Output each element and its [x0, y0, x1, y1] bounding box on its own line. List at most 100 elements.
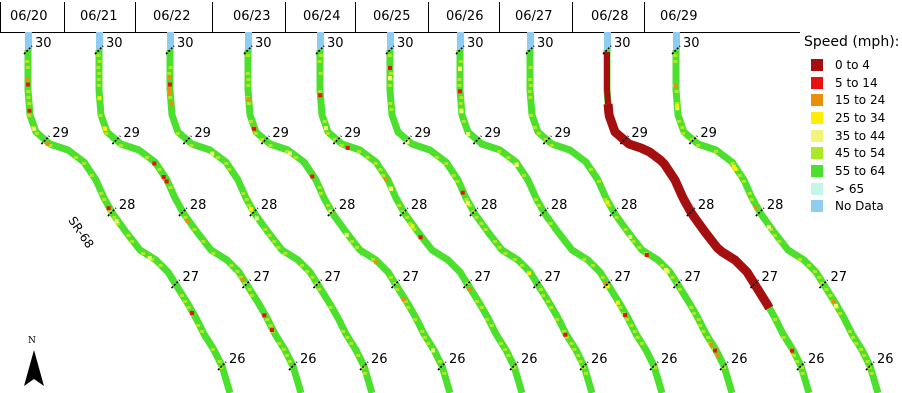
speed-sample: [318, 72, 323, 75]
legend-item: 55 to 64: [800, 162, 900, 180]
speed-sample: [30, 120, 35, 123]
milepost-label: 27: [684, 270, 702, 285]
milepost-label: 26: [300, 352, 317, 367]
speed-sample: [245, 90, 250, 93]
speed-sample: [130, 240, 135, 243]
speed-sample: [260, 138, 265, 141]
legend-item: 15 to 24: [800, 91, 900, 109]
speed-sample: [247, 288, 252, 291]
legend-label: No Data: [835, 199, 884, 214]
speed-sample: [318, 84, 323, 87]
speed-sample: [208, 150, 213, 153]
legend-label: 45 to 54: [835, 146, 886, 161]
milepost-label: 27: [402, 270, 420, 285]
speed-sample: [536, 204, 541, 207]
speed-sample: [479, 144, 484, 147]
road-segments: [24, 32, 882, 393]
legend-swatch: [811, 76, 823, 89]
speed-sample: [249, 210, 254, 213]
speed-sample: [506, 354, 511, 357]
legend-item: 35 to 44: [800, 127, 900, 145]
date-label: 06/22: [153, 9, 191, 24]
speed-sample: [73, 156, 78, 159]
speed-sample: [253, 132, 258, 135]
legend-item: 5 to 14: [800, 74, 900, 92]
milepost-label: 28: [550, 198, 568, 213]
speed-sample: [588, 168, 593, 171]
speed-sample: [715, 353, 720, 358]
speed-sample: [721, 156, 726, 159]
speed-sample: [106, 206, 111, 211]
speed-sample: [533, 282, 538, 285]
speed-sample: [210, 348, 215, 351]
speed-sample: [800, 372, 805, 375]
milepost-label: 28: [480, 198, 498, 213]
speed-sample: [210, 151, 215, 156]
speed-sample: [248, 108, 253, 111]
speed-sample: [25, 54, 30, 57]
speed-sample: [709, 342, 714, 347]
milepost-tick: [865, 361, 875, 371]
milepost-tick: [170, 279, 181, 289]
speed-sample: [455, 270, 460, 273]
speed-sample: [150, 258, 155, 261]
milepost-label: 26: [731, 352, 748, 367]
speed-sample: [442, 258, 447, 261]
milepost-label: 26: [229, 352, 246, 367]
speed-sample: [310, 174, 315, 179]
speed-sample: [760, 216, 765, 219]
milepost-label: 26: [661, 352, 678, 367]
speed-sample: [408, 222, 413, 225]
speed-sample: [176, 288, 181, 291]
milepost-label: 30: [397, 36, 414, 51]
speed-sample: [674, 78, 679, 81]
speed-sample: [618, 306, 623, 309]
speed-sample: [114, 219, 119, 224]
speed-sample: [137, 150, 142, 153]
milepost-tick: [385, 45, 395, 55]
speed-sample: [549, 306, 554, 309]
speed-sample: [277, 342, 282, 345]
day-road-06-29: [672, 32, 882, 393]
milepost-tick: [649, 361, 659, 371]
speed-sample: [527, 90, 532, 93]
legend-label: 55 to 64: [835, 163, 886, 178]
speed-sample: [607, 204, 612, 207]
congestion-segment: [603, 103, 774, 311]
speed-sample: [639, 342, 644, 345]
speed-sample: [32, 126, 37, 131]
speed-sample: [284, 354, 289, 357]
milepost-tick: [818, 279, 829, 289]
speed-sample: [401, 297, 406, 302]
speed-sample: [673, 60, 678, 63]
speed-sample: [354, 246, 359, 249]
speed-sample: [467, 287, 472, 292]
day-road-06-26: [456, 32, 666, 393]
speed-sample: [405, 140, 410, 145]
speed-sample: [677, 120, 682, 123]
milepost-tick: [241, 279, 252, 289]
milepost-tick: [402, 135, 412, 145]
speed-sample: [528, 84, 533, 87]
speed-sample: [862, 354, 867, 357]
speed-sample: [831, 299, 836, 304]
milepost-label: 26: [591, 352, 608, 367]
speed-sample: [689, 306, 694, 309]
speed-sample: [696, 144, 701, 147]
speed-sample: [65, 150, 70, 153]
date-label: 06/28: [591, 9, 629, 24]
speed-sample: [555, 318, 560, 321]
speed-sample: [393, 126, 398, 129]
speed-sample: [486, 234, 491, 237]
road-segment: [24, 50, 234, 393]
speed-sample: [503, 348, 508, 351]
speed-sample: [339, 144, 344, 147]
speed-sample: [168, 96, 173, 99]
milepost-label: 26: [449, 352, 466, 367]
speed-sample: [546, 300, 551, 303]
speed-sample: [479, 306, 484, 309]
speed-sample: [183, 300, 188, 303]
speed-sample: [859, 348, 864, 351]
speed-sample: [331, 216, 336, 219]
legend-title: Speed (mph):: [804, 34, 900, 50]
